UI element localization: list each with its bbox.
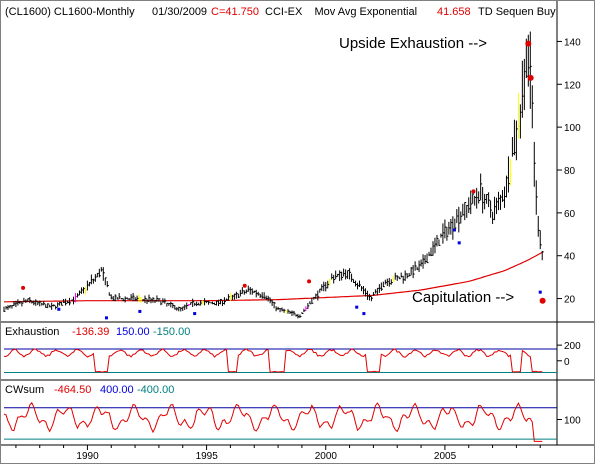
exhaustion-panel: 2000 [3, 341, 581, 374]
td-marker-red [527, 74, 534, 81]
td-marker-blue [457, 241, 461, 245]
td-marker-blue [362, 312, 366, 316]
td-marker-blue [193, 312, 197, 316]
oscillator-line [3, 348, 543, 373]
panel-y-tick-label: 0 [564, 357, 570, 368]
exhaustion-upper: 150.00 [116, 326, 150, 338]
header-indicators: CCI-EX Mov Avg Exponential [265, 6, 417, 18]
price-y-tick-label: 80 [564, 166, 576, 177]
cwsum-panel: 100 [3, 401, 581, 442]
moving-average-line [4, 251, 543, 303]
moving-average-path [4, 251, 543, 303]
exhaustion-lower: -150.00 [153, 326, 190, 338]
header-date: 01/30/2009 [152, 6, 207, 18]
price-y-tick-label: 20 [564, 295, 576, 306]
td-marker-red [21, 285, 26, 290]
td-marker-red [471, 189, 476, 194]
time-axis-label: 1995 [196, 451, 219, 462]
header-close: C=41.750 [211, 6, 259, 18]
panel-y-tick-label: 100 [564, 416, 581, 427]
header-td-label: TD Sequen Buy [478, 6, 556, 18]
time-axis-label: 1990 [76, 451, 99, 462]
td-markers [21, 40, 546, 320]
time-axis: 1990 1995 2000 2005 [15, 445, 541, 462]
td-marker-blue [452, 228, 456, 232]
oscillator-line [3, 401, 543, 442]
td-marker-blue [57, 307, 61, 311]
td-marker-red [242, 283, 247, 288]
td-marker-blue [104, 316, 108, 320]
header-symbol: (CL1600) CL1600-Monthly [5, 6, 135, 18]
cwsum-lower: -400.00 [137, 384, 174, 396]
td-marker-blue [138, 309, 142, 313]
price-y-tick-label: 60 [564, 209, 576, 220]
price-bars [3, 31, 544, 319]
td-marker-red [307, 279, 312, 284]
td-marker-red [539, 297, 546, 304]
time-axis-label: 2000 [315, 451, 338, 462]
time-axis-label: 2005 [434, 451, 457, 462]
exhaustion-title: Exhaustion [5, 326, 59, 338]
td-marker-red [525, 40, 532, 47]
td-marker-blue [538, 290, 542, 294]
price-y-tick-label: 120 [564, 80, 581, 91]
td-marker-blue [355, 305, 359, 309]
cwsum-upper: 400.00 [100, 384, 134, 396]
capitulation-annotation: Capitulation --> [412, 289, 514, 306]
panel-y-tick-label: 200 [564, 341, 581, 352]
exhaustion-current: -136.39 [72, 326, 109, 338]
price-y-tick-label: 40 [564, 252, 576, 263]
price-y-axis: 20 40 60 80 100 120 140 [557, 37, 581, 306]
price-y-tick-label: 100 [564, 123, 581, 134]
price-y-tick-label: 140 [564, 37, 581, 48]
cwsum-title: CWsum [5, 384, 44, 396]
header-ma-value: 41.658 [437, 6, 471, 18]
cwsum-current: -464.50 [54, 384, 91, 396]
upside-exhaustion-annotation: Upside Exhaustion --> [339, 35, 487, 52]
